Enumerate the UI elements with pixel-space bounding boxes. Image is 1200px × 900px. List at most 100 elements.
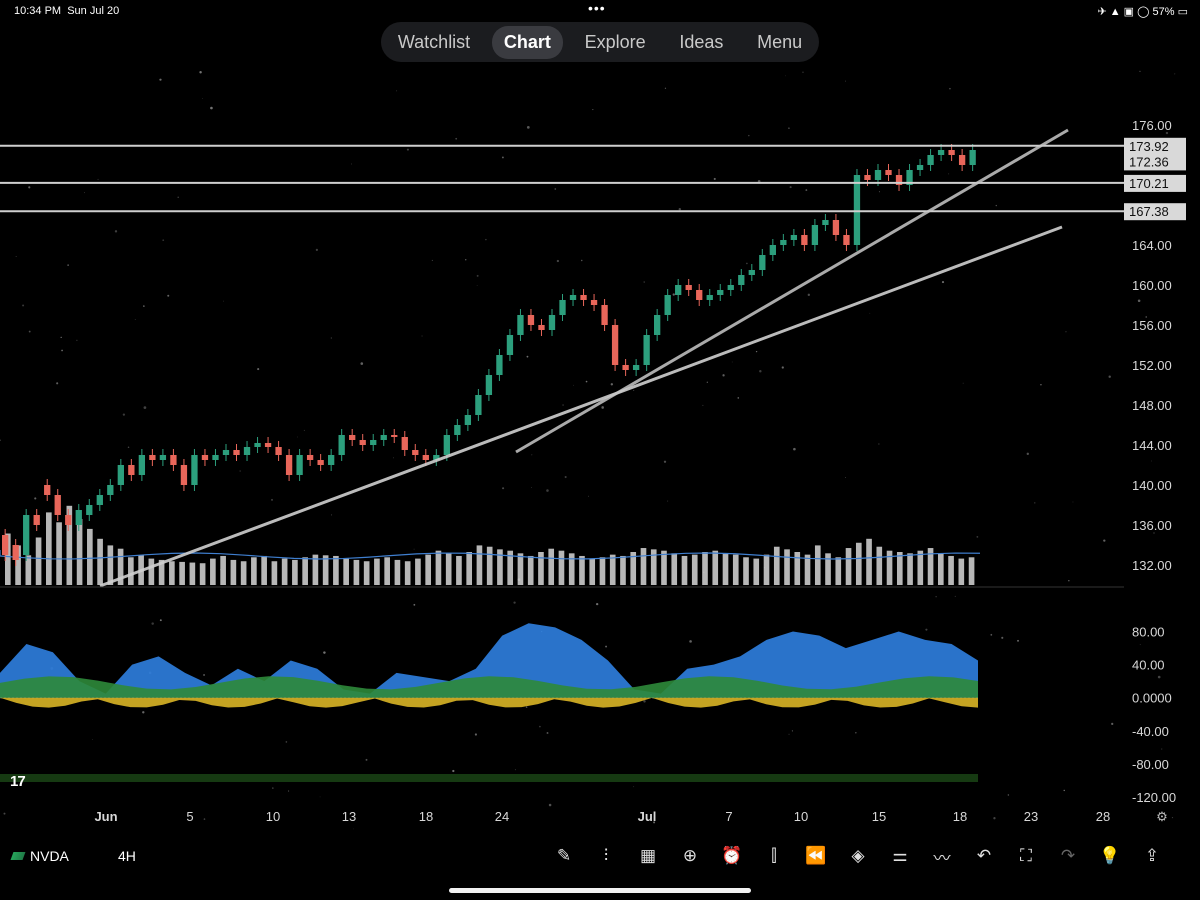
volume-bar — [128, 557, 134, 585]
star-dot — [1068, 580, 1070, 582]
compare-icon[interactable]: 〰 — [933, 848, 951, 868]
candle-body — [727, 285, 734, 290]
star-dot — [925, 628, 928, 631]
idea-bulb-icon[interactable]: 💡 — [1099, 846, 1121, 865]
add-plus-icon[interactable]: ⊕ — [682, 846, 698, 865]
candle-type-icon[interactable]: ⫿ — [771, 846, 777, 865]
star-dot — [573, 384, 574, 386]
volume-bar — [425, 554, 431, 585]
star-dot — [177, 196, 179, 198]
oscillator-axis-label: 0.0000 — [1132, 691, 1172, 706]
candle-body — [485, 375, 493, 395]
top-navigation: Watchlist Chart Explore Ideas Menu — [381, 22, 819, 62]
tab-ideas[interactable]: Ideas — [679, 31, 724, 52]
volume-bar — [609, 554, 616, 585]
star-dot — [223, 300, 224, 302]
volume-bar — [599, 557, 606, 585]
volume-bar — [732, 554, 739, 585]
indicators-icon[interactable]: ⫶ — [603, 846, 609, 865]
candle-body — [475, 395, 482, 415]
home-indicator[interactable] — [449, 888, 751, 893]
chart-settings-gear-icon[interactable]: ⚙ — [1156, 809, 1168, 824]
star-dot — [737, 397, 740, 399]
star-dot — [878, 443, 880, 445]
star-dot — [1161, 748, 1163, 750]
fullscreen-icon[interactable]: ⛶ — [1020, 846, 1032, 865]
time-axis-label: 10 — [266, 809, 280, 824]
candle-body — [12, 545, 19, 560]
candle-body — [107, 485, 114, 495]
star-dot — [610, 383, 614, 386]
candle-body — [264, 443, 272, 447]
volume-bar — [261, 555, 267, 585]
candle-body — [201, 455, 209, 460]
volume-bar — [835, 557, 842, 585]
star-dot — [976, 535, 979, 538]
star-dot — [663, 460, 667, 463]
star-dot — [199, 71, 202, 74]
star-dot — [319, 796, 321, 798]
volume-bar — [5, 533, 11, 585]
tab-explore[interactable]: Explore — [584, 31, 646, 52]
star-dot — [1007, 794, 1010, 796]
volume-bar — [486, 546, 493, 585]
volume-bar — [548, 548, 555, 585]
candle-body — [590, 300, 598, 305]
settings-sliders-icon[interactable]: ⚌ — [892, 846, 908, 865]
tab-menu[interactable]: Menu — [757, 31, 803, 52]
star-dot — [664, 87, 667, 89]
layouts-grid-icon[interactable]: ▦ — [639, 846, 657, 865]
volume-bar — [179, 561, 185, 585]
star-dot — [1108, 375, 1111, 378]
tab-chart[interactable]: Chart — [491, 25, 563, 59]
star-dot — [791, 730, 793, 732]
candle-body — [412, 450, 419, 455]
star-dot — [759, 370, 762, 373]
volume-bar — [640, 548, 647, 585]
volume-bar — [220, 555, 226, 585]
candle-body — [559, 300, 566, 315]
star-dot — [114, 230, 118, 233]
candle-body — [948, 150, 955, 155]
star-dot — [1139, 644, 1141, 646]
volume-bar — [661, 550, 667, 585]
star-dot — [643, 700, 646, 703]
multitask-dots-icon[interactable]: ••• — [588, 0, 606, 16]
candle-body — [443, 435, 450, 455]
star-dot — [993, 817, 996, 820]
candle-body — [927, 155, 934, 165]
timeframe-selector[interactable]: 4H — [118, 848, 136, 864]
volume-bar — [302, 557, 308, 585]
star-dot — [702, 404, 704, 406]
star-dot — [202, 98, 203, 99]
tab-watchlist[interactable]: Watchlist — [397, 31, 471, 52]
redo-icon[interactable]: ↷ — [1060, 846, 1076, 865]
candle-body — [464, 415, 472, 425]
volume-bar — [189, 562, 196, 585]
candle-body — [916, 165, 924, 170]
volume-bar — [374, 558, 380, 585]
layers-icon[interactable]: ◈ — [851, 846, 865, 865]
star-dot — [0, 439, 1, 442]
draw-pencil-icon[interactable]: ✎ — [556, 846, 572, 865]
undo-icon[interactable]: ↶ — [976, 846, 992, 865]
symbol-selector[interactable]: NVDA — [10, 848, 69, 864]
star-dot — [562, 404, 564, 406]
star-dot — [781, 366, 784, 369]
candle-body — [506, 335, 514, 355]
star-dot — [514, 769, 516, 771]
alert-clock-icon[interactable]: ⏰ — [721, 846, 743, 865]
star-dot — [455, 137, 458, 140]
price-axis-label: 152.00 — [1132, 358, 1172, 373]
star-dot — [1137, 299, 1141, 302]
share-icon[interactable]: ⇪ — [1144, 846, 1160, 865]
star-dot — [15, 256, 17, 257]
volume-bar — [66, 505, 73, 585]
star-dot — [127, 446, 130, 449]
replay-icon[interactable]: ⏪ — [805, 846, 827, 865]
star-dot — [501, 156, 504, 159]
chart-canvas[interactable]: 176.00 164.00 160.00 156.00 152.00 148.00 144.… — [0, 0, 1200, 838]
status-bar: 10:34 PM Sun Jul 20 ••• ✈ ▲ ▣ ◯ 57% ▭ — [0, 0, 1200, 22]
star-dot — [678, 207, 682, 211]
star-dot — [601, 406, 604, 409]
